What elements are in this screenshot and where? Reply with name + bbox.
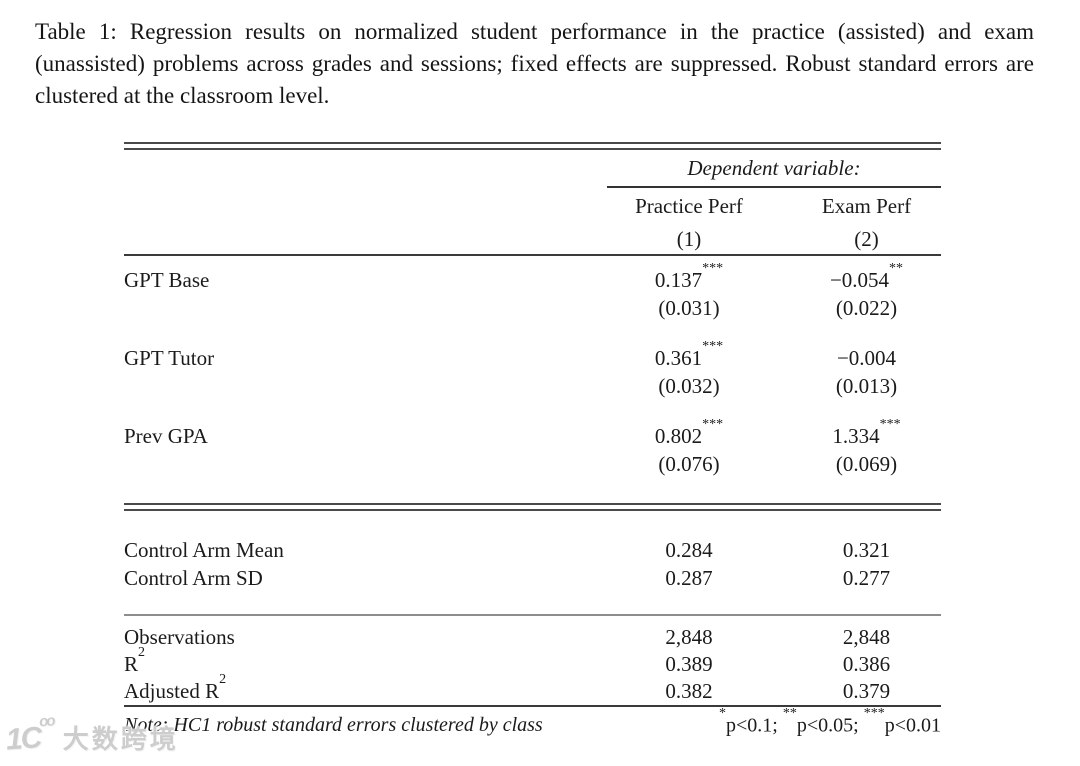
cell-estimate: 0.802*** [654, 416, 724, 448]
column-header-row: Practice Perf Exam Perf [124, 188, 941, 224]
coef-row-prev-gpa: Prev GPA 0.802*** 1.334*** [124, 416, 941, 450]
cell-value: 2,848 [665, 625, 713, 649]
watermark-text: 大数跨境 [62, 724, 179, 755]
significance-stars: *** [879, 416, 901, 432]
cell-value: 0.284 [665, 537, 713, 562]
dependent-variable-row: Dependent variable: [124, 150, 941, 188]
note-text: Note: HC1 robust standard errors cluster… [124, 713, 543, 736]
stat-row-r2: R2 0.389 0.386 [124, 645, 941, 678]
cell-std-error: (0.022) [835, 295, 898, 320]
significance-legend: *p<0.1; **p<0.05; ***p<0.01 [719, 705, 941, 737]
coef-row-gpt-tutor: GPT Tutor 0.361*** −0.004 [124, 338, 941, 372]
summary-rule [124, 614, 941, 616]
column-header-practice: Practice Perf [635, 193, 743, 218]
cell-estimate: −0.054** [829, 260, 904, 292]
cell-value: 0.382 [665, 679, 713, 703]
cell-estimate: −0.004 [836, 345, 897, 370]
regression-table: Dependent variable: Practice Perf Exam P… [124, 142, 941, 743]
row-label: R2 [124, 645, 146, 676]
cell-std-error: (0.013) [835, 373, 898, 398]
watermark-logo-icon: 1Coo [4, 712, 55, 757]
column-number-2: (2) [854, 226, 879, 251]
coef-row-gpt-base: GPT Base 0.137*** −0.054** [124, 260, 941, 294]
significance-stars: *** [702, 338, 724, 354]
cell-estimate: 0.137*** [654, 260, 724, 292]
significance-stars: ** [889, 260, 904, 276]
row-label: GPT Base [124, 267, 210, 292]
cell-std-error: (0.076) [658, 451, 720, 476]
cell-value: 0.321 [842, 537, 891, 562]
row-label: Control Arm Mean [124, 537, 284, 562]
table-caption: Table 1: Regression results on normalize… [35, 19, 1034, 108]
row-label: Observations [124, 625, 235, 649]
cell-value: 0.277 [842, 565, 891, 590]
dependent-variable-label: Dependent variable: [607, 150, 941, 188]
top-double-rule [124, 142, 941, 150]
summary-row-control-sd: Control Arm SD 0.287 0.277 [124, 564, 941, 592]
cell-std-error: (0.031) [658, 295, 720, 320]
mid-double-rule [124, 503, 941, 511]
cell-value: 0.389 [665, 652, 713, 676]
depvar-spacer [124, 150, 607, 188]
stat-row-observations: Observations 2,848 2,848 [124, 624, 941, 651]
column-number-row: (1) (2) [124, 224, 941, 254]
row-label: Adjusted R2 [124, 672, 227, 703]
cell-estimate: 1.334*** [832, 416, 901, 448]
se-row-gpt-tutor: (0.032) (0.013) [124, 372, 941, 400]
header-rule [124, 254, 941, 256]
bottom-rule [124, 705, 941, 707]
cell-value: 2,848 [842, 625, 891, 649]
note-row: Note: HC1 robust standard errors cluster… [124, 705, 941, 743]
column-header-exam: Exam Perf [821, 193, 912, 218]
summary-row-control-mean: Control Arm Mean 0.284 0.321 [124, 536, 941, 564]
column-number-1: (1) [676, 226, 702, 251]
significance-stars: *** [702, 260, 724, 276]
row-label: GPT Tutor [124, 345, 215, 370]
se-row-gpt-base: (0.031) (0.022) [124, 294, 941, 322]
se-row-prev-gpa: (0.076) (0.069) [124, 450, 941, 478]
row-label: Control Arm SD [124, 565, 263, 590]
cell-value: 0.386 [842, 652, 891, 676]
significance-stars: *** [702, 416, 724, 432]
row-label: Prev GPA [124, 423, 208, 448]
cell-estimate: 0.361*** [654, 338, 724, 370]
stat-row-adj-r2: Adjusted R2 0.382 0.379 [124, 672, 941, 705]
cell-std-error: (0.069) [835, 451, 898, 476]
cell-std-error: (0.032) [658, 373, 720, 398]
cell-value: 0.379 [842, 679, 891, 703]
cell-value: 0.287 [665, 565, 713, 590]
watermark: 1Coo 大数跨境 [4, 712, 179, 757]
